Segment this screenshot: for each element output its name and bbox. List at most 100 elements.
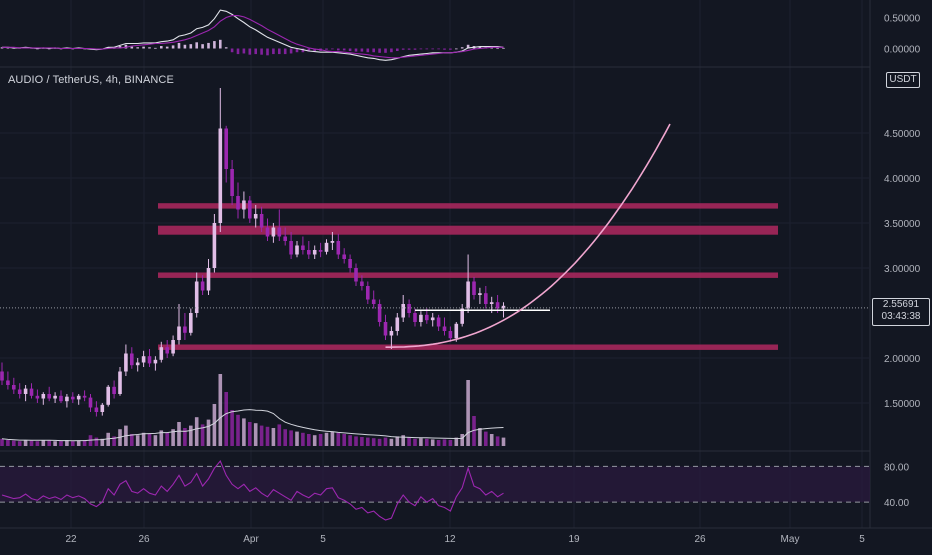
- volume-bar: [312, 435, 317, 446]
- candle-body: [401, 304, 405, 318]
- macd-histogram-bar: [331, 48, 334, 50]
- volume-bar: [212, 404, 217, 446]
- candle-body: [295, 245, 299, 255]
- macd-histogram-bar: [207, 42, 210, 49]
- macd-histogram-bar: [366, 48, 370, 53]
- candle-body: [354, 268, 358, 282]
- macd-histogram-bar: [177, 42, 181, 49]
- macd-histogram-bar: [431, 48, 434, 50]
- macd-histogram-bar: [496, 47, 499, 49]
- candle-body: [35, 395, 40, 399]
- volume-bar: [35, 441, 40, 446]
- candle-body: [206, 268, 211, 291]
- volume-bar: [265, 426, 270, 446]
- macd-histogram-bar: [124, 44, 128, 49]
- macd-histogram-bar: [384, 48, 387, 53]
- candle-body: [12, 385, 16, 390]
- bar-countdown: 03:43:38: [881, 311, 921, 322]
- volume-bar: [183, 428, 187, 446]
- candle-body: [47, 394, 51, 399]
- candle-body: [82, 395, 87, 398]
- currency-unit-button[interactable]: USDT: [886, 72, 920, 88]
- volume-bar: [472, 416, 476, 446]
- price-tick-label: 3.00000: [884, 264, 921, 275]
- candle-body: [448, 331, 453, 339]
- x-tick-label: 26: [138, 534, 150, 545]
- candle-body: [324, 242, 329, 252]
- macd-histogram-bar: [6, 47, 10, 49]
- macd-histogram-bar: [136, 47, 139, 49]
- volume-bar: [395, 436, 400, 446]
- volume-bar: [430, 439, 435, 446]
- candle-body: [348, 259, 352, 268]
- candle-body: [106, 386, 110, 405]
- volume-bar: [342, 434, 346, 446]
- macd-histogram-bar: [413, 48, 417, 50]
- volume-bar: [454, 437, 459, 446]
- price-tick-label: 1.50000: [884, 399, 921, 410]
- macd-histogram-bar: [354, 48, 358, 52]
- resistance-zone: [158, 344, 778, 350]
- x-tick-label: 22: [65, 534, 77, 545]
- x-tick-label: May: [781, 534, 800, 545]
- volume-bar: [383, 437, 388, 446]
- x-tick-label: 19: [568, 534, 580, 545]
- macd-histogram-bar: [230, 48, 234, 53]
- volume-bar: [336, 432, 341, 446]
- volume-bar: [194, 417, 199, 446]
- last-price-badge: 2.55691 03:43:38: [872, 298, 930, 326]
- volume-bar: [147, 434, 152, 446]
- candle-body: [94, 407, 99, 412]
- macd-histogram-bar: [360, 48, 364, 52]
- candle-body: [407, 304, 411, 313]
- volume-bar: [159, 430, 164, 446]
- volume-bar: [283, 429, 287, 446]
- price-tick-label: 2.00000: [884, 354, 921, 365]
- volume-bar: [59, 440, 63, 446]
- x-tick-label: Apr: [243, 534, 259, 545]
- price-tick-label: 3.50000: [884, 219, 921, 230]
- macd-histogram-bar: [337, 48, 340, 51]
- volume-bar: [495, 436, 500, 446]
- rsi-tick-label: 40.00: [884, 498, 909, 509]
- macd-histogram-bar: [455, 48, 458, 50]
- rsi-band: [0, 466, 870, 503]
- resistance-zone: [158, 203, 778, 209]
- rsi-tick-label: 80.00: [884, 462, 909, 473]
- volume-bar: [301, 432, 305, 446]
- candle-body: [395, 317, 400, 331]
- candle-body: [76, 395, 81, 400]
- candles-layer: [0, 88, 506, 417]
- macd-histogram-bar: [272, 48, 275, 55]
- volume-bar: [324, 432, 329, 446]
- macd-histogram-bar: [236, 48, 240, 55]
- macd-histogram-bar: [466, 44, 470, 49]
- volume-bar: [141, 432, 146, 446]
- candle-body: [377, 304, 382, 322]
- candle-body: [230, 169, 234, 196]
- candle-body: [318, 250, 323, 252]
- candle-body: [253, 214, 258, 219]
- macd-histogram-bar: [224, 47, 228, 49]
- volume-bar: [106, 432, 110, 446]
- volume-bar: [448, 440, 453, 446]
- candle-body: [118, 371, 122, 394]
- candle-body: [495, 302, 500, 309]
- volume-bar: [130, 434, 134, 446]
- candle-body: [460, 308, 464, 324]
- macd-histogram-bar: [260, 48, 263, 55]
- volume-bar: [259, 425, 264, 446]
- volume-bar: [65, 440, 69, 446]
- volume-bar: [236, 414, 240, 446]
- candle-body: [484, 293, 488, 304]
- candle-body: [336, 241, 341, 255]
- price-tick-label: 4.50000: [884, 129, 921, 140]
- volume-bar: [425, 438, 429, 446]
- candle-body: [259, 214, 264, 228]
- candle-body: [312, 250, 317, 255]
- volume-bar: [0, 438, 4, 446]
- macd-histogram-bar: [283, 48, 287, 55]
- volume-bar: [330, 431, 335, 446]
